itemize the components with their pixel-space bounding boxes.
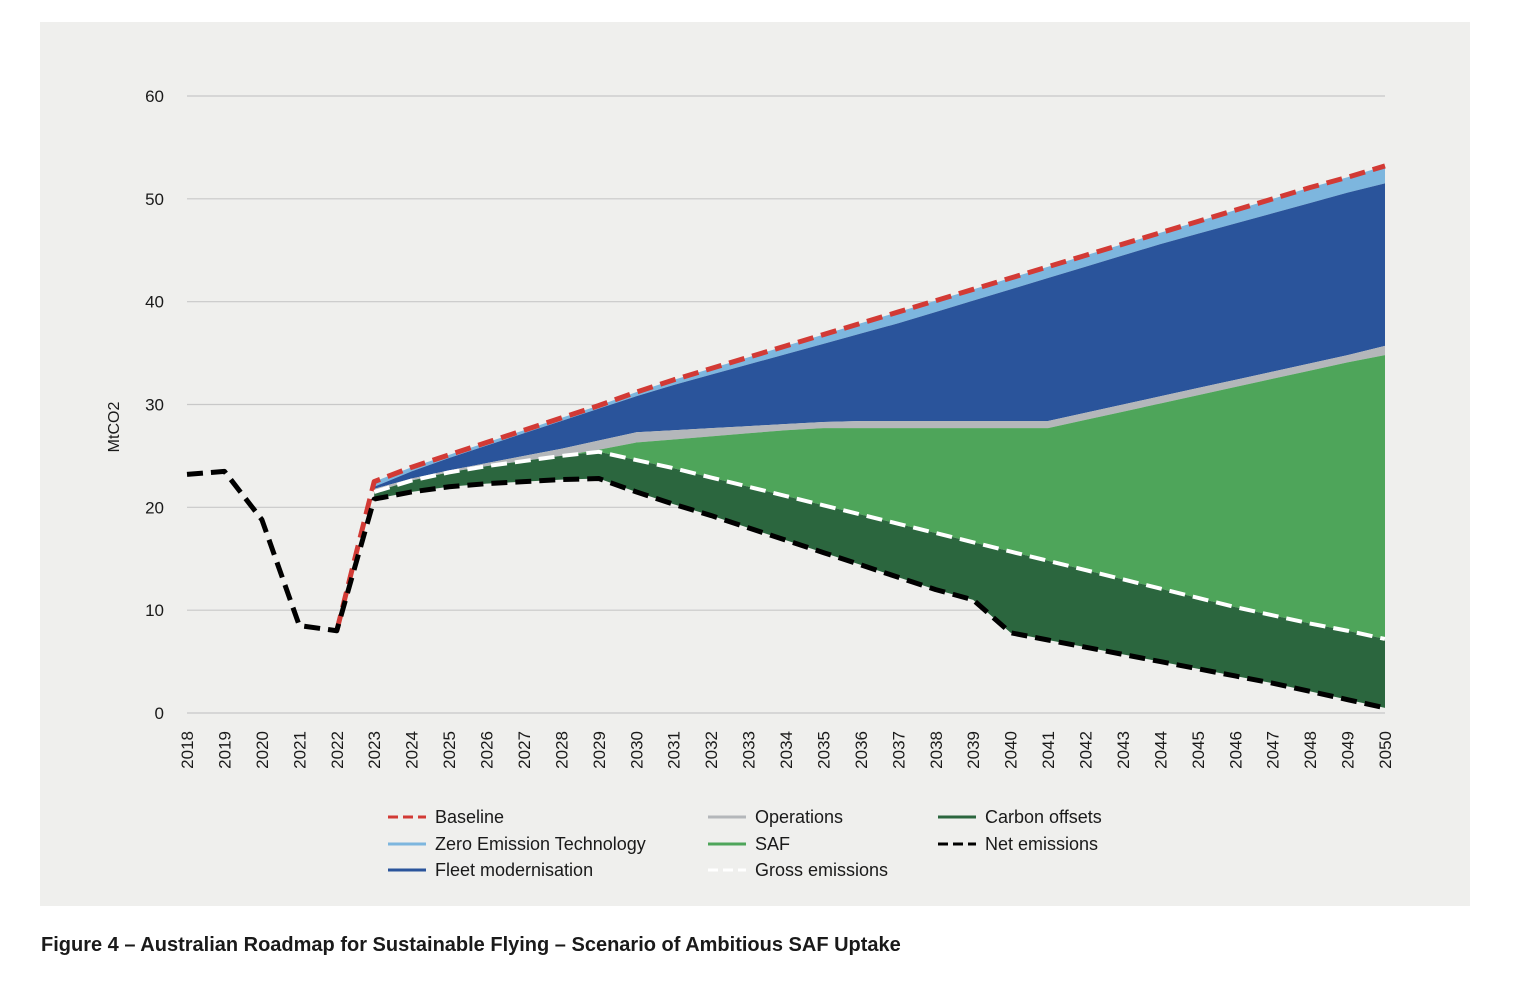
y-tick-0: 0 (155, 704, 164, 723)
x-tick-2034: 2034 (777, 731, 796, 769)
legend-item-gross: Gross emissions (708, 860, 888, 880)
line-net-emissions (186, 468, 1386, 711)
x-tick-2048: 2048 (1301, 731, 1320, 769)
figure-caption: Figure 4 – Australian Roadmap for Sustai… (41, 934, 901, 956)
x-tick-2049: 2049 (1339, 731, 1358, 769)
y-tick-60: 60 (145, 87, 164, 106)
legend-label-operations: Operations (755, 807, 843, 827)
legend-item-saf: SAF (708, 834, 790, 854)
chart-panel: 0 10 20 30 40 50 60 2018 2019 2020 2021 2022 2023 20… (40, 22, 1470, 906)
x-tick-2043: 2043 (1114, 731, 1133, 769)
legend-label-fleet: Fleet modernisation (435, 860, 593, 880)
x-tick-2022: 2022 (328, 731, 347, 769)
x-tick-2039: 2039 (964, 731, 983, 769)
x-tick-2021: 2021 (290, 731, 309, 769)
y-tick-50: 50 (145, 190, 164, 209)
legend-item-net: Net emissions (938, 834, 1098, 854)
x-tick-2020: 2020 (253, 731, 272, 769)
x-tick-2031: 2031 (665, 731, 684, 769)
line-layer (186, 163, 1386, 711)
x-tick-2033: 2033 (740, 731, 759, 769)
x-tick-2029: 2029 (590, 731, 609, 769)
legend-item-baseline: Baseline (388, 807, 504, 827)
x-tick-2027: 2027 (515, 731, 534, 769)
legend-label-zero_emission: Zero Emission Technology (435, 834, 646, 854)
x-tick-2024: 2024 (403, 731, 422, 769)
x-tick-2050: 2050 (1376, 731, 1395, 769)
x-tick-2042: 2042 (1077, 731, 1096, 769)
legend-item-operations: Operations (708, 807, 843, 827)
legend-label-offsets: Carbon offsets (985, 807, 1102, 827)
legend-item-offsets: Carbon offsets (938, 807, 1102, 827)
x-tick-2037: 2037 (889, 731, 908, 769)
x-tick-2047: 2047 (1264, 731, 1283, 769)
x-tick-labels: 2018 2019 2020 2021 2022 2023 2024 2025 2026 2027… (178, 731, 1395, 769)
x-tick-2026: 2026 (478, 731, 497, 769)
legend: Baseline Zero Emission Technology Fleet mo… (388, 807, 1102, 880)
x-tick-2046: 2046 (1226, 731, 1245, 769)
x-tick-2038: 2038 (927, 731, 946, 769)
x-tick-2023: 2023 (365, 731, 384, 769)
x-tick-2028: 2028 (552, 731, 571, 769)
y-tick-40: 40 (145, 293, 164, 312)
x-tick-2036: 2036 (852, 731, 871, 769)
x-tick-2019: 2019 (215, 731, 234, 769)
legend-label-baseline: Baseline (435, 807, 504, 827)
line-gross-emissions (373, 449, 1386, 641)
legend-item-zero_emission: Zero Emission Technology (388, 834, 646, 854)
legend-label-gross: Gross emissions (755, 860, 888, 880)
area-zero-emission-technology (374, 165, 1385, 487)
x-tick-2040: 2040 (1002, 731, 1021, 769)
area-layer (374, 165, 1385, 708)
legend-label-saf: SAF (755, 834, 790, 854)
legend-item-fleet: Fleet modernisation (388, 860, 593, 880)
y-tick-30: 30 (145, 396, 164, 415)
area-carbon-offsets (374, 451, 1385, 708)
x-tick-2045: 2045 (1189, 731, 1208, 769)
x-tick-2018: 2018 (178, 731, 197, 769)
x-tick-2025: 2025 (440, 731, 459, 769)
x-tick-2041: 2041 (1039, 731, 1058, 769)
area-fleet-modernisation (374, 183, 1385, 489)
line-baseline (334, 163, 1386, 632)
area-saf (374, 355, 1385, 639)
y-tick-labels: 0 10 20 30 40 50 60 (145, 87, 164, 723)
x-tick-2035: 2035 (814, 731, 833, 769)
y-axis-label: MtCO2 (106, 402, 123, 453)
x-tick-2030: 2030 (627, 731, 646, 769)
x-tick-2044: 2044 (1151, 731, 1170, 769)
y-tick-10: 10 (145, 601, 164, 620)
legend-label-net: Net emissions (985, 834, 1098, 854)
x-tick-2032: 2032 (702, 731, 721, 769)
y-tick-20: 20 (145, 498, 164, 517)
